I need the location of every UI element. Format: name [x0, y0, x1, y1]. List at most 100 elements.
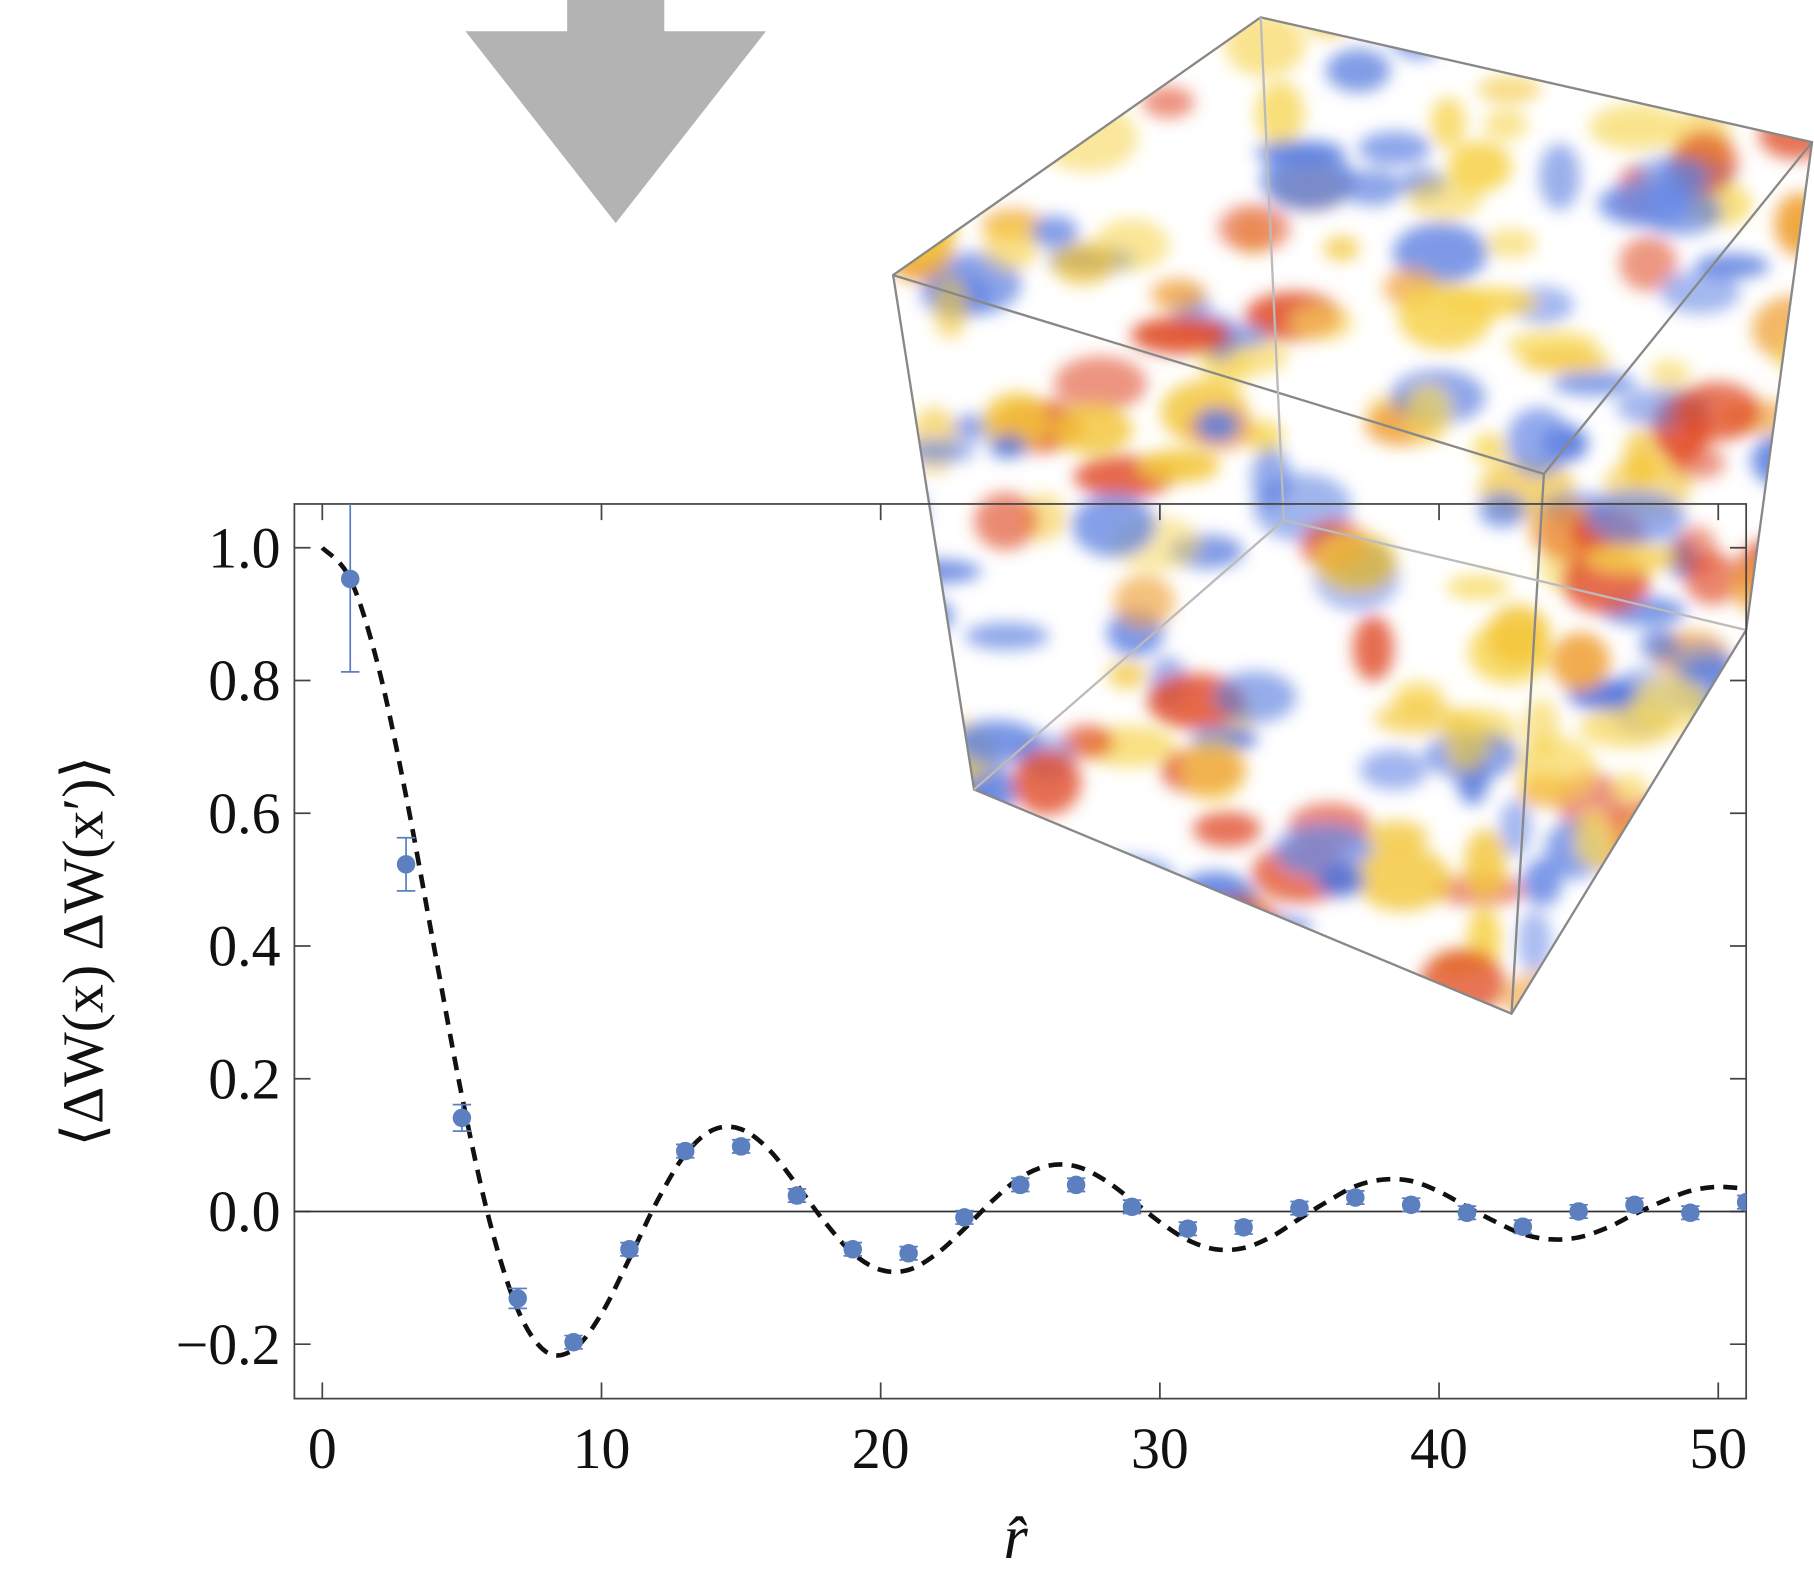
blob [1051, 405, 1133, 455]
blob [1218, 204, 1291, 253]
blob [1655, 158, 1709, 196]
blob [1487, 603, 1548, 667]
data-point [340, 569, 360, 589]
blob [1130, 316, 1231, 355]
blob [1616, 816, 1653, 861]
blob [893, 559, 982, 584]
data-point [1290, 1198, 1309, 1218]
blob [1359, 749, 1428, 791]
blob [1523, 698, 1560, 758]
blob [1255, 80, 1305, 147]
blob [1791, 538, 1813, 584]
blob [1750, 866, 1796, 900]
blob [1774, 192, 1813, 257]
blob [1050, 28, 1116, 78]
blob [1623, 429, 1658, 488]
blob [951, 720, 1042, 764]
blob [1397, 282, 1493, 350]
blob [1660, 270, 1741, 314]
blob [1652, 776, 1735, 842]
data-area [320, 503, 1747, 1358]
data-point [676, 1141, 695, 1161]
blob [1735, 22, 1813, 74]
blob [1736, 66, 1786, 98]
x-axis-label: r̂ [1004, 1503, 1029, 1572]
data-point [564, 1332, 583, 1352]
blob [1684, 727, 1732, 768]
blob [1584, 543, 1679, 573]
blob [982, 216, 1041, 271]
y-tick-label: 1.0 [208, 516, 280, 580]
blob [1051, 242, 1115, 286]
blob [1065, 32, 1109, 79]
blob [1639, 628, 1679, 662]
cube-render [891, 16, 1814, 1016]
blob [1251, 990, 1303, 1014]
x-tick-label: 30 [1131, 1417, 1189, 1481]
blob [1689, 54, 1770, 97]
blob [1791, 41, 1813, 79]
data-point [787, 1186, 807, 1205]
blob [1649, 358, 1691, 390]
y-tick-label: 0.8 [208, 649, 280, 713]
blob [1012, 749, 1082, 816]
y-tick-label: 0.2 [208, 1047, 280, 1111]
blob [1745, 704, 1790, 734]
blob [1731, 562, 1787, 614]
blob [1072, 950, 1169, 1007]
blob [1672, 381, 1761, 442]
blob [1405, 383, 1452, 444]
blob [1485, 228, 1537, 259]
blob [1085, 856, 1175, 895]
data-point [1234, 1218, 1253, 1237]
blob [1317, 865, 1365, 897]
blob [1477, 75, 1542, 104]
x-tick-label: 0 [308, 1417, 337, 1481]
blob [1323, 235, 1360, 262]
blob [974, 492, 1038, 551]
blob [1669, 807, 1717, 857]
blob [1025, 961, 1120, 1011]
blob [1501, 970, 1593, 1014]
x-tick-label: 20 [852, 1417, 910, 1481]
data-point [1346, 1188, 1365, 1207]
blob [1354, 845, 1451, 912]
x-tick-label: 40 [1410, 1417, 1468, 1481]
blob [1446, 575, 1510, 600]
data-point [731, 1137, 751, 1156]
blob [1325, 48, 1391, 93]
plot: 0 10 20 30 40 50 −0.2 0.0 0.2 0.4 0.6 0.8 1.0 [176, 503, 1748, 1481]
blob [1551, 371, 1636, 396]
blob [1669, 915, 1725, 969]
blob [1700, 719, 1779, 782]
blob [1061, 724, 1114, 759]
blob [1224, 17, 1306, 77]
blob [1519, 349, 1612, 374]
blob [1472, 432, 1507, 464]
blob [1737, 689, 1781, 731]
y-tick-label: 0.4 [208, 915, 280, 979]
blob [1307, 17, 1349, 38]
blob [964, 622, 1050, 650]
data-point [1681, 1203, 1700, 1223]
data-point [1569, 1202, 1588, 1221]
blob [1032, 74, 1084, 128]
blob [1483, 108, 1528, 141]
y-axis-label: ⟨ΔW(x) ΔW(x′)⟩ [52, 756, 116, 1146]
blob [1773, 828, 1813, 897]
blob [1086, 18, 1124, 60]
blob [901, 439, 976, 463]
blob [917, 144, 956, 173]
blob [989, 434, 1027, 459]
blob [893, 841, 951, 867]
blob [1150, 278, 1206, 312]
blob [1551, 632, 1611, 692]
blob [982, 392, 1050, 451]
blob [1365, 820, 1429, 854]
x-tick-label: 50 [1689, 1417, 1747, 1481]
blob [1261, 149, 1356, 211]
x-tick-label: 10 [573, 1417, 631, 1481]
blob [1011, 55, 1077, 97]
plot-frame [293, 503, 1748, 1400]
blob [1693, 853, 1777, 892]
